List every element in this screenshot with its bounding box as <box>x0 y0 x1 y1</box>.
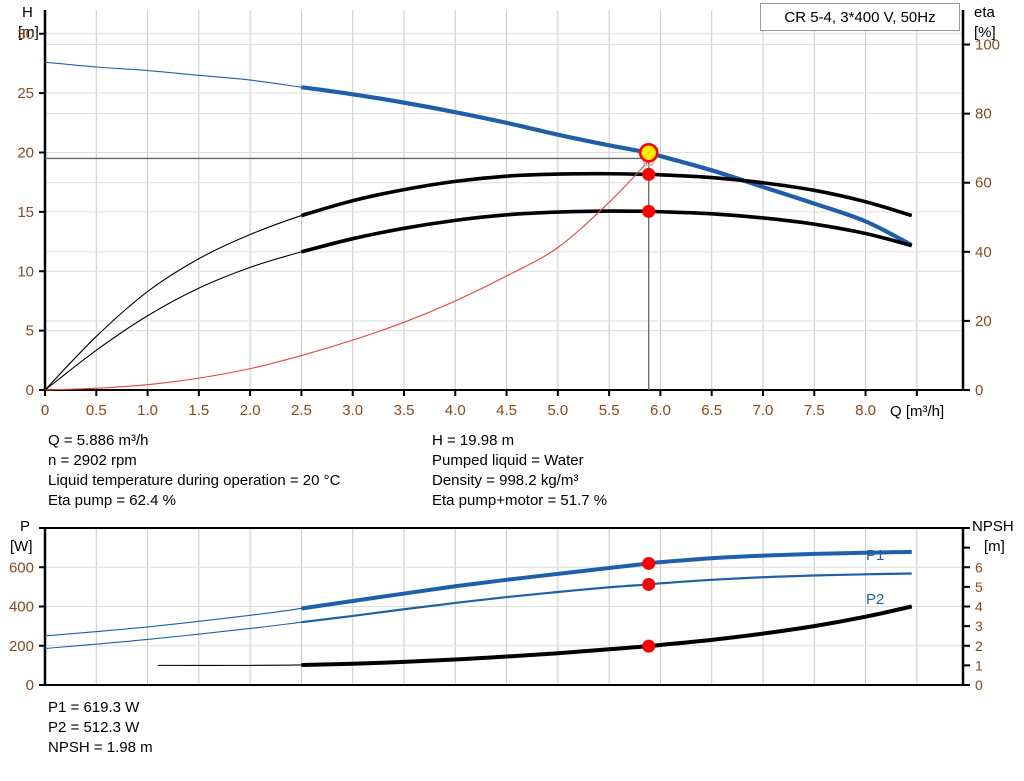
x-tick-label: 1.5 <box>188 402 209 419</box>
y-tick-label-left: 400 <box>9 599 34 616</box>
x-tick-label: 4.0 <box>445 402 466 419</box>
x-tick-label: 3.0 <box>342 402 363 419</box>
info-liquid-temperature: Liquid temperature during operation = 20… <box>48 472 341 489</box>
info-density: Density = 998.2 kg/m³ <box>432 472 579 489</box>
x-tick-label: 1.0 <box>137 402 158 419</box>
power-npsh-plot: 0 200 400 600 0 1 2 3 4 5 6 <box>9 527 983 694</box>
top-chart-y-left-unit: [m] <box>18 24 39 41</box>
duty-marker-p2 <box>642 577 656 591</box>
top-chart-y-left-label: H <box>22 4 33 21</box>
curve-npsh <box>301 604 913 667</box>
y-tick-label-left: 10 <box>17 263 34 280</box>
y-tick-label-right: 2 <box>975 638 983 654</box>
x-tick-label: 2.0 <box>240 402 261 419</box>
x-tick-label: 2.5 <box>291 402 312 419</box>
curve-head-h <box>301 85 913 247</box>
info-p2: P2 = 512.3 W <box>48 719 140 736</box>
series-label-p2: P2 <box>866 591 885 608</box>
info-n: n = 2902 rpm <box>48 452 137 469</box>
bottom-chart-y-left-unit: [W] <box>10 538 33 555</box>
info-pumped-liquid: Pumped liquid = Water <box>432 452 584 469</box>
y-tick-label-right: 20 <box>975 313 992 330</box>
y-tick-label-left: 20 <box>17 145 34 162</box>
bottom-chart-y-left-label: P <box>20 518 31 535</box>
bottom-chart-y-right-label: NPSH <box>972 518 1014 535</box>
info-eta-pump: Eta pump = 62.4 % <box>48 492 176 509</box>
y-tick-label-left: 200 <box>9 638 34 655</box>
duty-marker-npsh <box>642 639 656 653</box>
y-tick-label-right: 4 <box>975 599 983 615</box>
curve-eta-pump-motor-thin <box>44 210 912 391</box>
curve-eta-pump-motor <box>300 209 913 254</box>
duty-marker-p1 <box>642 556 656 570</box>
info-eta-pump-motor: Eta pump+motor = 51.7 % <box>432 492 608 509</box>
x-tick-label: 0.5 <box>86 402 107 419</box>
y-tick-label-right: 3 <box>975 618 983 634</box>
y-tick-label-left: 0 <box>26 677 34 694</box>
x-tick-label: 3.5 <box>394 402 415 419</box>
x-tick-label: 4.5 <box>496 402 517 419</box>
curve-eta-pump-thin <box>44 173 912 391</box>
y-tick-label-right: 0 <box>975 382 983 399</box>
info-h: H = 19.98 m <box>432 432 515 449</box>
y-tick-label-left: 600 <box>9 559 34 576</box>
curve-duty-trace <box>44 160 650 391</box>
duty-point-info-left: Q = 5.886 m³/h n = 2902 rpm Liquid tempe… <box>48 431 340 511</box>
duty-marker-eta-pump-motor <box>642 204 656 218</box>
y-tick-label-left: 15 <box>17 204 34 221</box>
top-chart-y-right-unit: [%] <box>974 24 996 41</box>
y-tick-label-left: 25 <box>17 85 34 102</box>
y-tick-label-right: 100 <box>975 37 1000 54</box>
x-tick-label: 7.0 <box>753 402 774 419</box>
y-tick-label-right: 6 <box>975 559 983 575</box>
x-tick-label: 6.5 <box>701 402 722 419</box>
bottom-chart-y-right-unit: [m] <box>984 538 1005 555</box>
y-tick-label-right: 0 <box>975 677 983 693</box>
duty-point-marker[interactable] <box>638 142 659 163</box>
top-chart-x-label: Q [m³/h] <box>890 403 945 420</box>
y-tick-label-left: 30 <box>17 26 34 43</box>
y-tick-label-left: 0 <box>26 382 34 399</box>
y-tick-label-right: 60 <box>975 175 992 192</box>
power-info: P1 = 619.3 W P2 = 512.3 W NPSH = 1.98 m <box>48 698 153 758</box>
x-tick-label: 6.0 <box>650 402 671 419</box>
info-p1: P1 = 619.3 W <box>48 699 140 716</box>
y-tick-label-right: 40 <box>975 244 992 261</box>
curve-eta-pump <box>300 171 913 218</box>
x-tick-label: 7.5 <box>804 402 825 419</box>
pump-model-title: CR 5-4, 3*400 V, 50Hz <box>760 3 960 31</box>
duty-marker-eta-pump <box>642 167 656 181</box>
top-chart-y-right-label: eta <box>974 4 995 21</box>
x-tick-label: 5.0 <box>547 402 568 419</box>
curve-p1 <box>301 549 912 611</box>
info-npsh: NPSH = 1.98 m <box>48 739 153 756</box>
x-tick-label: 5.5 <box>599 402 620 419</box>
x-tick-label: 0 <box>41 402 49 419</box>
curve-p2 <box>301 572 912 624</box>
head-efficiency-plot: 0 5 10 15 20 25 30 0 20 40 60 80 100 0 0.5 1.0 1.5 2.0 2.5… <box>17 10 1000 419</box>
info-q: Q = 5.886 m³/h <box>48 432 149 449</box>
curve-p1-thin <box>44 551 912 637</box>
duty-point-info-right: H = 19.98 m Pumped liquid = Water Densit… <box>432 431 607 511</box>
y-tick-label-right: 5 <box>975 579 983 595</box>
x-tick-label: 8.0 <box>855 402 876 419</box>
y-tick-label-right: 80 <box>975 106 992 123</box>
y-tick-label-left: 5 <box>26 323 34 340</box>
y-tick-label-right: 1 <box>975 657 983 673</box>
